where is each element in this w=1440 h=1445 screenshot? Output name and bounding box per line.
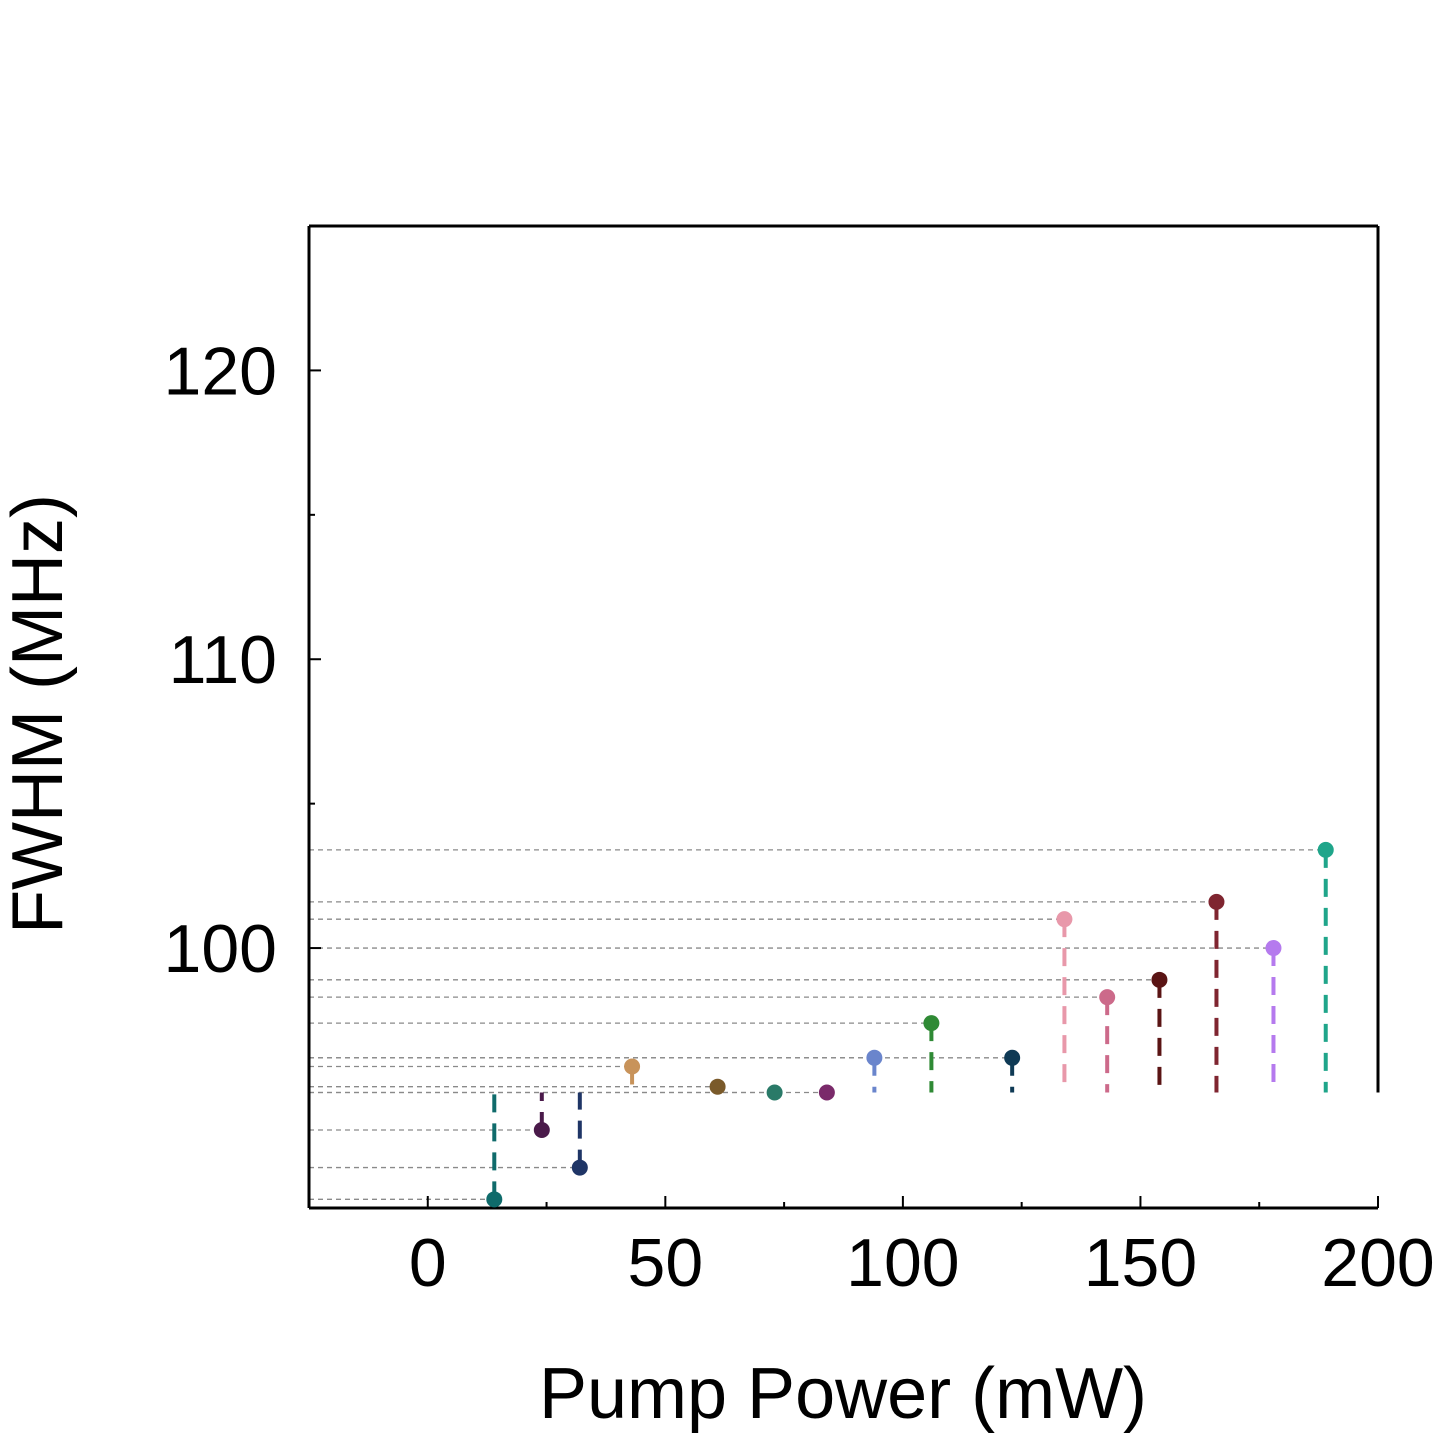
y-tick-label: 100 <box>164 911 277 987</box>
x-tick-label: 100 <box>846 1225 959 1301</box>
data-point <box>1317 841 1334 858</box>
data-point <box>571 1159 588 1176</box>
data-point <box>1099 989 1116 1006</box>
y-tick-label: 110 <box>169 622 277 698</box>
data-point <box>709 1078 726 1095</box>
axes <box>307 224 1380 1210</box>
x-tick-label: 50 <box>628 1225 704 1301</box>
data-point <box>818 1084 835 1101</box>
data-point <box>1056 911 1073 928</box>
y-tick-label: 120 <box>164 333 277 409</box>
data-point <box>766 1084 783 1101</box>
data-point <box>624 1058 641 1075</box>
data-point <box>533 1122 550 1139</box>
y-axis-label: FWHM (MHz) <box>0 494 78 934</box>
data-point <box>866 1049 883 1066</box>
data-point <box>1265 940 1282 957</box>
x-tick-label: 150 <box>1084 1225 1197 1301</box>
data-point <box>1151 971 1168 988</box>
data-point <box>1004 1049 1021 1066</box>
x-tick-label: 200 <box>1321 1225 1434 1301</box>
ticks: 0 50 100 150 200 100 110 120 <box>164 333 1435 1301</box>
data-point <box>1208 893 1225 910</box>
x-tick-label: 0 <box>409 1225 447 1301</box>
guide-lines <box>309 849 1326 1200</box>
data-point <box>486 1191 503 1208</box>
x-axis-label: Pump Power (mW) <box>539 1354 1147 1434</box>
data-points <box>486 841 1334 1208</box>
data-point <box>923 1015 940 1032</box>
